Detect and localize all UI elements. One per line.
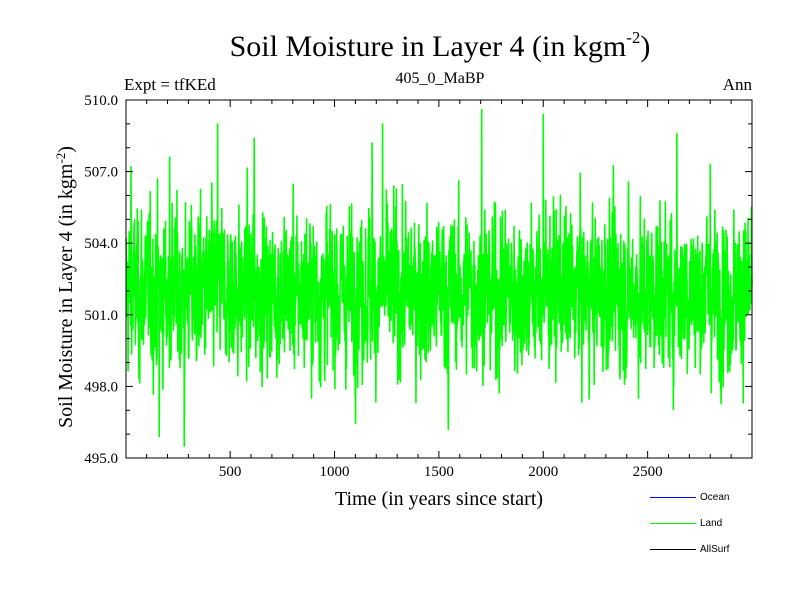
- chart-subtitle: 405_0_MaBP: [395, 70, 485, 87]
- legend-swatch-allsurf: [650, 548, 696, 550]
- series-layer: [125, 108, 753, 447]
- legend-swatch-ocean: [650, 496, 696, 498]
- y-tick-label: 501.0: [84, 308, 118, 324]
- x-tick-label: 500: [219, 464, 242, 480]
- legend-label-land: Land: [700, 517, 723, 529]
- legend: Ocean Land AllSurf: [650, 484, 770, 562]
- x-tick-label: 2500: [633, 464, 663, 480]
- legend-swatch-land: [650, 522, 696, 524]
- x-tick-label: 1500: [424, 464, 454, 480]
- x-tick-label: 1000: [320, 464, 350, 480]
- y-tick-label: 510.0: [84, 93, 118, 109]
- experiment-label: Expt = tfKEd: [124, 75, 216, 94]
- y-tick-label: 498.0: [84, 379, 118, 395]
- y-axis-title: Soil Moisture in Layer 4 (in kgm-2): [53, 146, 77, 428]
- legend-item-land: Land: [650, 510, 770, 536]
- y-tick-label: 504.0: [84, 236, 118, 252]
- legend-item-ocean: Ocean: [650, 484, 770, 510]
- y-tick-label: 495.0: [84, 451, 118, 467]
- chart-title: Soil Moisture in Layer 4 (in kgm-2): [229, 28, 651, 63]
- y-tick-label: 507.0: [84, 165, 118, 181]
- legend-item-allsurf: AllSurf: [650, 536, 770, 562]
- axis-layer: 500 1000 1500 2000 2500 495.0 498.0 501.0 504.0 5…: [84, 93, 752, 480]
- x-axis-title: Time (in years since start): [335, 488, 543, 510]
- season-label: Ann: [722, 75, 752, 94]
- legend-label-ocean: Ocean: [700, 491, 730, 503]
- series-line-land: [125, 108, 753, 447]
- legend-label-allsurf: AllSurf: [700, 543, 730, 555]
- x-tick-label: 2000: [528, 464, 558, 480]
